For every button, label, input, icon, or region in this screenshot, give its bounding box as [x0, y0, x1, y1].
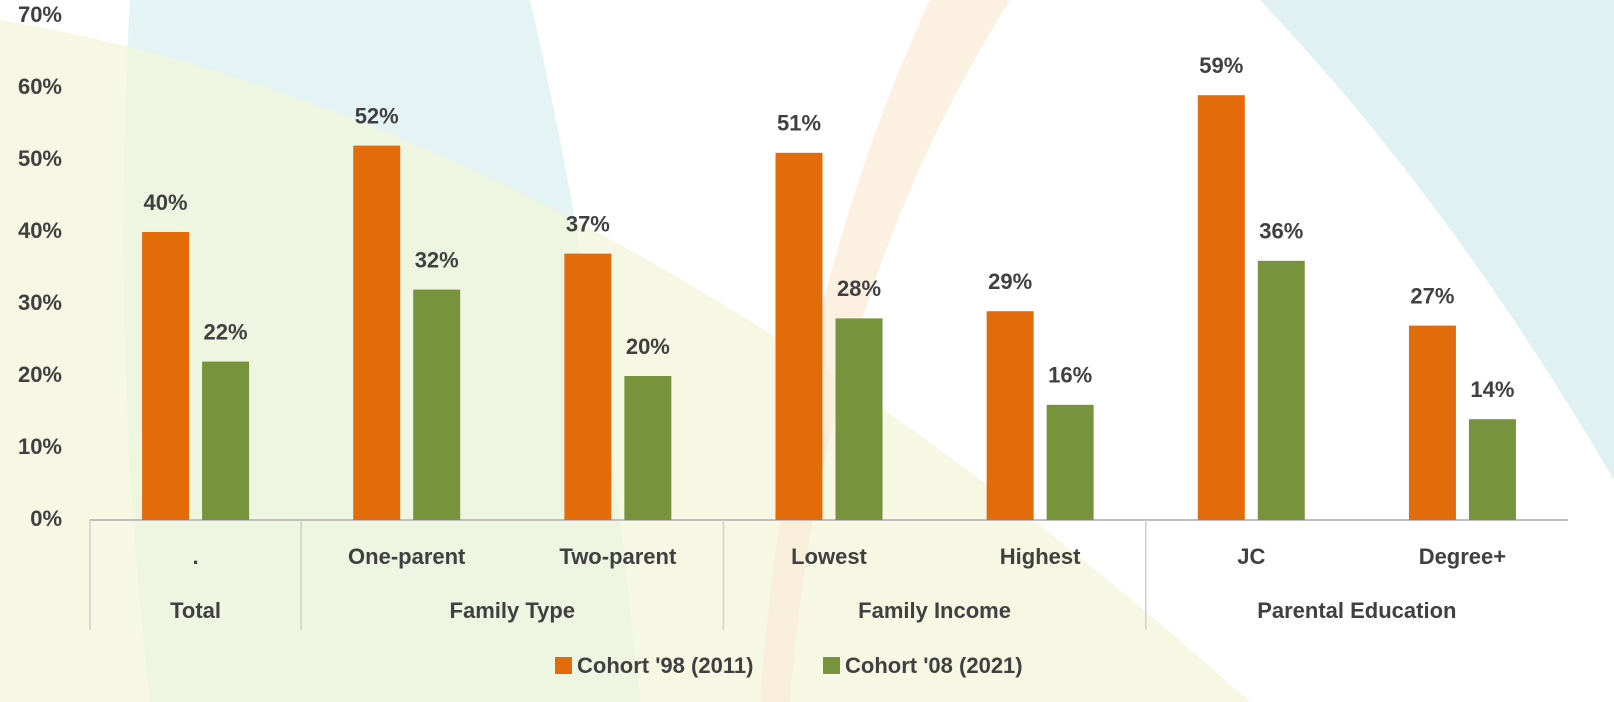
bar	[1046, 404, 1094, 520]
bar	[564, 253, 612, 520]
x-tick-label: Highest	[1000, 544, 1081, 569]
value-label: 16%	[1048, 363, 1092, 388]
value-label: 28%	[837, 276, 881, 301]
value-label: 36%	[1259, 219, 1303, 244]
group-label: Family Income	[858, 598, 1011, 623]
bar	[835, 318, 883, 520]
value-label: 40%	[144, 190, 188, 215]
value-label: 29%	[988, 269, 1032, 294]
x-tick-label: Two-parent	[559, 544, 677, 569]
y-tick-label: 60%	[18, 74, 62, 99]
bar	[142, 232, 190, 520]
group-label: Family Type	[450, 598, 576, 623]
bar	[1197, 95, 1245, 520]
group-label: Total	[170, 598, 221, 623]
value-label: 51%	[777, 111, 821, 136]
bar	[202, 361, 250, 520]
bar	[413, 289, 461, 520]
y-tick-label: 30%	[18, 290, 62, 315]
x-tick-label: Lowest	[791, 544, 867, 569]
bar	[353, 145, 401, 520]
value-label: 27%	[1410, 283, 1454, 308]
bar	[1408, 325, 1456, 520]
value-label: 14%	[1470, 377, 1514, 402]
y-tick-label: 50%	[18, 146, 62, 171]
group-label: Parental Education	[1257, 598, 1456, 623]
value-label: 59%	[1199, 53, 1243, 78]
bar	[624, 376, 672, 520]
y-tick-label: 40%	[18, 218, 62, 243]
y-tick-label: 0%	[30, 506, 62, 531]
legend-swatch	[823, 657, 840, 674]
y-tick-label: 70%	[18, 2, 62, 27]
bar	[1468, 419, 1516, 520]
legend-swatch	[555, 657, 572, 674]
bar	[775, 152, 823, 521]
y-tick-label: 20%	[18, 362, 62, 387]
y-tick-label: 10%	[18, 434, 62, 459]
value-label: 52%	[355, 103, 399, 128]
value-label: 37%	[566, 211, 610, 236]
value-label: 32%	[415, 247, 459, 272]
x-tick-label: JC	[1237, 544, 1265, 569]
x-tick-label: .	[193, 544, 199, 569]
value-label: 22%	[204, 319, 248, 344]
bar	[986, 311, 1034, 520]
value-label: 20%	[626, 334, 670, 359]
x-tick-label: Degree+	[1419, 544, 1506, 569]
x-tick-label: One-parent	[348, 544, 466, 569]
legend-label: Cohort '98 (2011)	[577, 653, 753, 678]
bar	[1257, 260, 1305, 520]
legend-label: Cohort '08 (2021)	[845, 653, 1023, 678]
